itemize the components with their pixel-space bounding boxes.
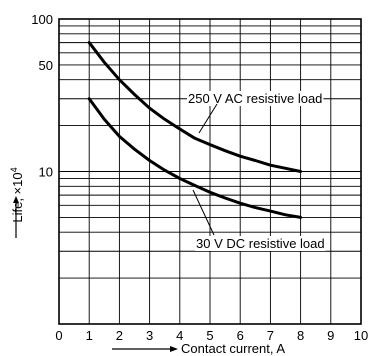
label-background — [195, 236, 326, 251]
label-background — [187, 91, 324, 106]
series-label-ac-text: 250 V AC resistive load — [188, 91, 322, 106]
y-axis-arrow — [13, 196, 19, 238]
series-label-dc-leader — [192, 189, 215, 236]
x-tick-label: 6 — [237, 328, 244, 343]
tick-labels: 0 1 2 3 4 5 6 7 8 9 10 100 50 10 — [31, 12, 368, 343]
y-axis-label: Life, ×104 — [9, 167, 25, 222]
x-tick-label: 0 — [55, 328, 62, 343]
x-tick-label: 4 — [176, 328, 183, 343]
y-tick-label: 100 — [31, 12, 53, 27]
series-label-ac-leader — [198, 103, 218, 134]
series-line-dc — [87, 97, 303, 219]
y-tick-label: 10 — [39, 165, 53, 180]
series-label-dc-text: 30 V DC resistive load — [196, 236, 325, 251]
x-tick-label: 7 — [267, 328, 274, 343]
x-tick-label: 2 — [116, 328, 123, 343]
y-axis-title: Life, ×104 — [9, 167, 25, 222]
series-label-ac: 250 V AC resistive load — [187, 91, 324, 134]
series-label-dc: 30 V DC resistive load — [192, 189, 326, 251]
x-tick-label: 3 — [146, 328, 153, 343]
plot-frame — [58, 18, 362, 325]
x-axis-arrow — [112, 346, 178, 352]
x-tick-label: 1 — [86, 328, 93, 343]
x-tick-label: 5 — [206, 328, 213, 343]
series-group — [87, 41, 303, 219]
grid — [59, 19, 361, 324]
x-tick-label: 9 — [327, 328, 334, 343]
x-tick-label: 8 — [297, 328, 304, 343]
y-tick-label: 50 — [39, 58, 53, 73]
series-line-ac — [87, 41, 303, 173]
x-axis-label: Contact current, A — [181, 341, 285, 356]
plot-border — [58, 18, 362, 325]
x-tick-label: 10 — [354, 328, 368, 343]
